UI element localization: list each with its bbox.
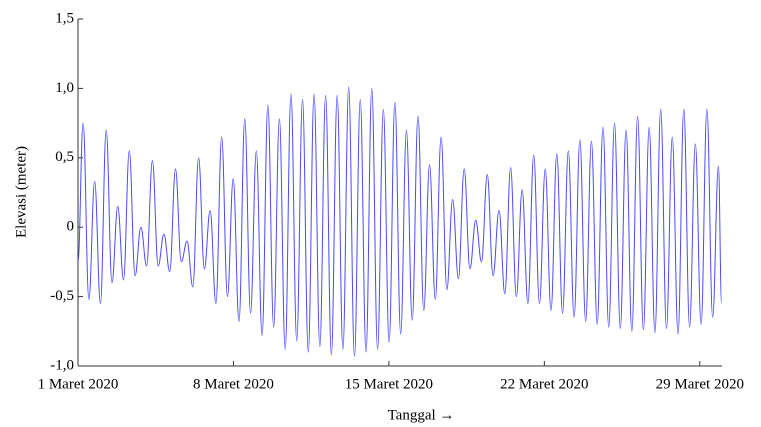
x-tick-label: 15 Maret 2020 (345, 376, 433, 392)
y-tick-label: -0,5 (50, 288, 74, 304)
y-tick-label: 1,0 (55, 80, 74, 96)
x-axis-label: Tanggal → (388, 407, 455, 423)
y-axis-label: Elevasi (meter) (13, 146, 29, 238)
y-tick-label: -1,0 (50, 357, 74, 373)
x-tick-label: 8 Maret 2020 (193, 376, 274, 392)
y-tick-label: 1,5 (55, 10, 74, 26)
tide-line (77, 86, 723, 357)
y-tick-label: 0 (67, 219, 75, 235)
x-tick-label: 1 Maret 2020 (38, 376, 119, 392)
y-tick-label: 0,5 (55, 149, 74, 165)
x-tick-label: 22 Maret 2020 (500, 376, 588, 392)
x-tick-label: 29 Maret 2020 (656, 376, 744, 392)
